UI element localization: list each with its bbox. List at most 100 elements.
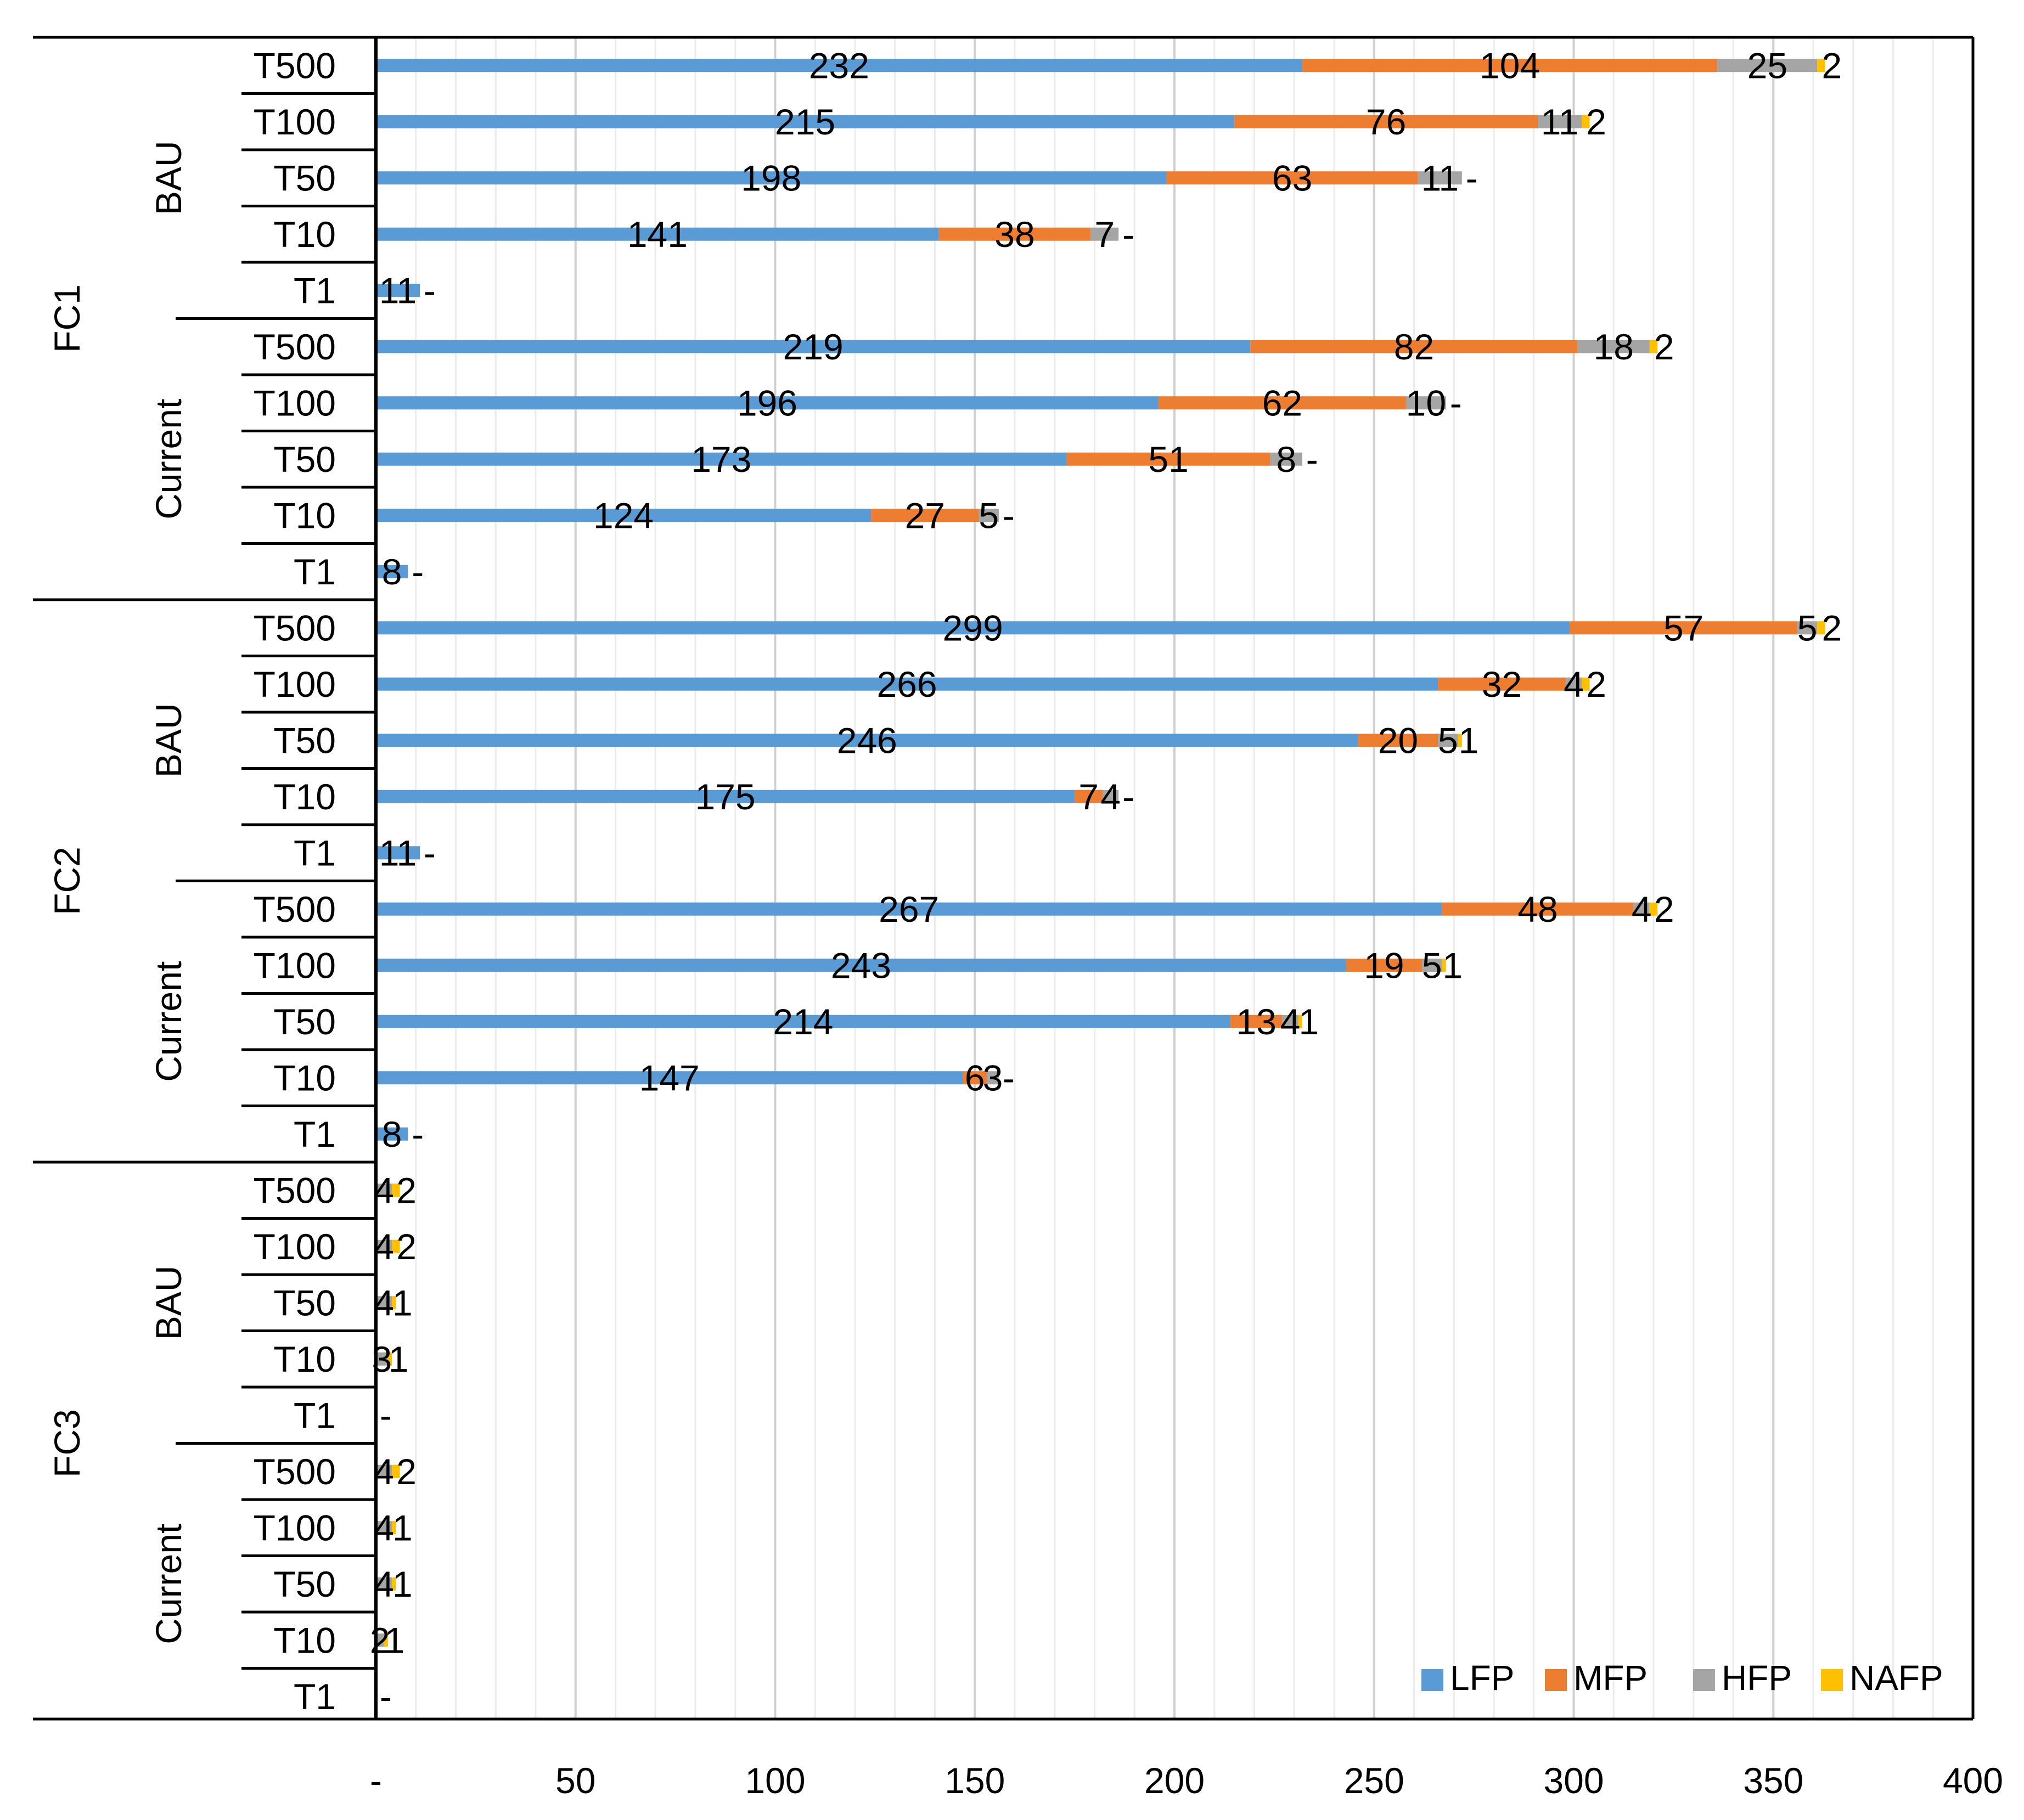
legend-swatch-mfp: [1545, 1669, 1567, 1691]
bar-lfp: [376, 59, 1302, 72]
legend-label-nafp: NAFP: [1849, 1658, 1943, 1698]
x-tick-label: 400: [1943, 1760, 2003, 1801]
bar-lfp: [376, 284, 420, 297]
x-tick-label: -: [370, 1760, 382, 1801]
row-label: T10: [273, 776, 336, 817]
bar-nafp: [392, 1239, 400, 1253]
data-label-nafp: 1: [1442, 945, 1463, 985]
x-tick-label: 150: [944, 1760, 1005, 1801]
bar-nafp: [1817, 59, 1825, 72]
row-label: T500: [254, 1451, 336, 1492]
bar-hfp: [376, 1577, 392, 1591]
data-label-nafp: -: [380, 1395, 392, 1435]
data-label-lfp: 196: [737, 382, 797, 423]
subgroup-label: Current: [148, 961, 189, 1082]
x-tick-label: 250: [1344, 1760, 1404, 1801]
bar-hfp: [1717, 59, 1818, 72]
data-label-lfp: 11: [379, 270, 417, 311]
row-label: T1: [294, 1395, 336, 1435]
data-label-lfp: 266: [877, 664, 937, 705]
bar-lfp: [376, 452, 1067, 466]
row-label: T100: [254, 1507, 336, 1548]
bar-mfp: [1166, 171, 1418, 185]
legend-swatch-lfp: [1421, 1669, 1443, 1691]
row-label: T500: [254, 326, 336, 367]
group-label: FC3: [47, 1409, 87, 1478]
bar-lfp: [376, 1015, 1230, 1028]
data-label-nafp: 2: [1821, 45, 1842, 86]
data-label-hfp: 18: [1594, 326, 1634, 367]
bar-hfp: [1418, 171, 1462, 185]
bar-nafp: [1582, 677, 1590, 691]
subgroup-label: Current: [148, 399, 189, 520]
data-label-hfp: 5: [1797, 607, 1818, 648]
data-label-mfp: 62: [1262, 382, 1302, 423]
legend-swatch-nafp: [1821, 1669, 1843, 1691]
bar-hfp: [1633, 902, 1650, 916]
bar-hfp: [1538, 115, 1582, 128]
data-label-nafp: 1: [392, 1282, 413, 1323]
bar-mfp: [1230, 1015, 1283, 1028]
row-label: T10: [273, 214, 336, 255]
bar-lfp: [376, 790, 1075, 803]
data-label-mfp: 48: [1517, 889, 1558, 929]
data-label-lfp: 11: [379, 832, 417, 873]
row-label: T10: [273, 495, 336, 536]
row-label: T1: [294, 832, 336, 873]
data-label-hfp: 8: [1276, 439, 1296, 480]
bar-lfp: [376, 565, 408, 578]
bar-hfp: [979, 509, 999, 522]
bar-hfp: [987, 1071, 999, 1085]
data-label-hfp: 10: [1406, 382, 1446, 423]
bar-hfp: [1405, 396, 1446, 410]
bar-hfp: [1565, 677, 1582, 691]
data-label-nafp: -: [424, 832, 436, 873]
bar-mfp: [1250, 340, 1578, 353]
bar-nafp: [1817, 621, 1825, 635]
bar-nafp: [387, 1352, 392, 1366]
data-label-nafp: 1: [389, 1339, 409, 1379]
data-label-lfp: 215: [775, 102, 835, 142]
data-label-lfp: 8: [382, 551, 402, 592]
bar-mfp: [1442, 902, 1634, 916]
bar-hfp: [1577, 340, 1650, 353]
bar-lfp: [376, 115, 1235, 128]
data-label-hfp: 4: [1280, 1001, 1301, 1042]
bar-nafp: [384, 1633, 388, 1647]
bar-lfp: [376, 902, 1442, 916]
row-label: T1: [294, 1114, 336, 1154]
bar-mfp: [1302, 59, 1718, 72]
bar-nafp: [392, 1184, 400, 1197]
data-label-lfp: 214: [773, 1001, 833, 1042]
row-label: T10: [273, 1620, 336, 1660]
data-label-nafp: 2: [396, 1170, 417, 1210]
data-label-hfp: 11: [1421, 157, 1459, 198]
data-label-hfp: 25: [1747, 45, 1787, 86]
legend-label-lfp: LFP: [1450, 1658, 1514, 1698]
data-label-nafp: 1: [392, 1507, 413, 1548]
data-label-lfp: 267: [879, 889, 939, 929]
data-label-mfp: 57: [1663, 607, 1703, 648]
row-label: T50: [273, 157, 336, 198]
row-label: T50: [273, 1564, 336, 1604]
group-label: FC2: [47, 847, 87, 915]
data-label-mfp: 76: [1366, 102, 1406, 142]
bar-lfp: [376, 509, 872, 522]
bar-nafp: [392, 1296, 396, 1310]
data-label-mfp: 38: [994, 214, 1035, 255]
data-label-nafp: 1: [1458, 720, 1478, 760]
bar-mfp: [871, 509, 979, 522]
bar-nafp: [392, 1521, 396, 1535]
row-label: T1: [294, 551, 336, 592]
bar-lfp: [376, 396, 1159, 410]
data-label-hfp: 5: [979, 495, 999, 536]
x-tick-label: 50: [555, 1760, 595, 1801]
data-label-hfp: 3: [983, 1057, 1003, 1098]
row-label: T500: [254, 607, 336, 648]
data-label-mfp: 104: [1480, 45, 1540, 86]
bar-hfp: [376, 1464, 392, 1478]
data-label-mfp: 13: [1236, 1001, 1276, 1042]
row-label: T100: [254, 382, 336, 423]
subgroup-label: BAU: [148, 1265, 189, 1340]
